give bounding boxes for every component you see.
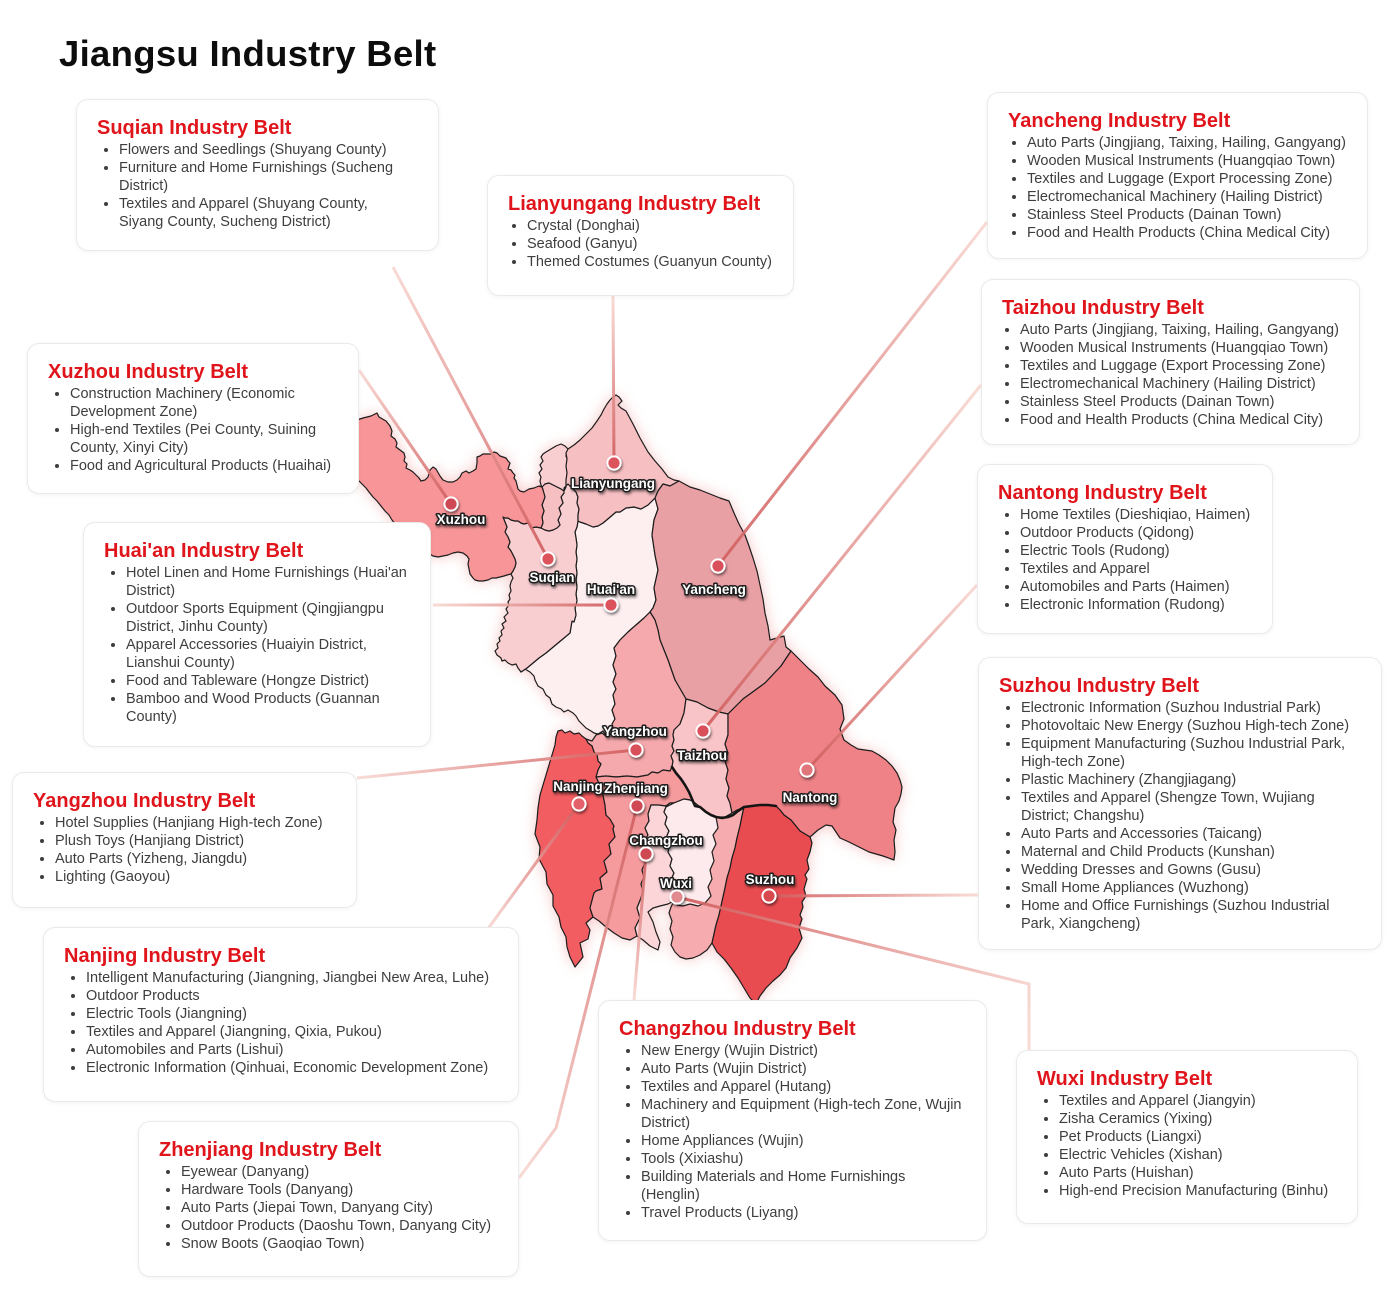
svg-text:Yancheng: Yancheng bbox=[682, 582, 746, 597]
svg-text:Yangzhou: Yangzhou bbox=[603, 724, 667, 739]
svg-text:Nantong: Nantong bbox=[783, 790, 838, 805]
svg-text:Lianyungang: Lianyungang bbox=[571, 476, 655, 491]
svg-text:Suqian: Suqian bbox=[529, 570, 574, 585]
svg-text:Zhenjiang: Zhenjiang bbox=[604, 781, 668, 796]
svg-text:Wuxi: Wuxi bbox=[660, 876, 692, 891]
svg-text:Huai'an: Huai'an bbox=[587, 582, 635, 597]
svg-text:Xuzhou: Xuzhou bbox=[437, 512, 486, 527]
svg-text:Taizhou: Taizhou bbox=[677, 748, 727, 763]
svg-text:Nanjing: Nanjing bbox=[553, 779, 603, 794]
svg-text:Suzhou: Suzhou bbox=[746, 872, 795, 887]
svg-text:Changzhou: Changzhou bbox=[629, 833, 703, 848]
